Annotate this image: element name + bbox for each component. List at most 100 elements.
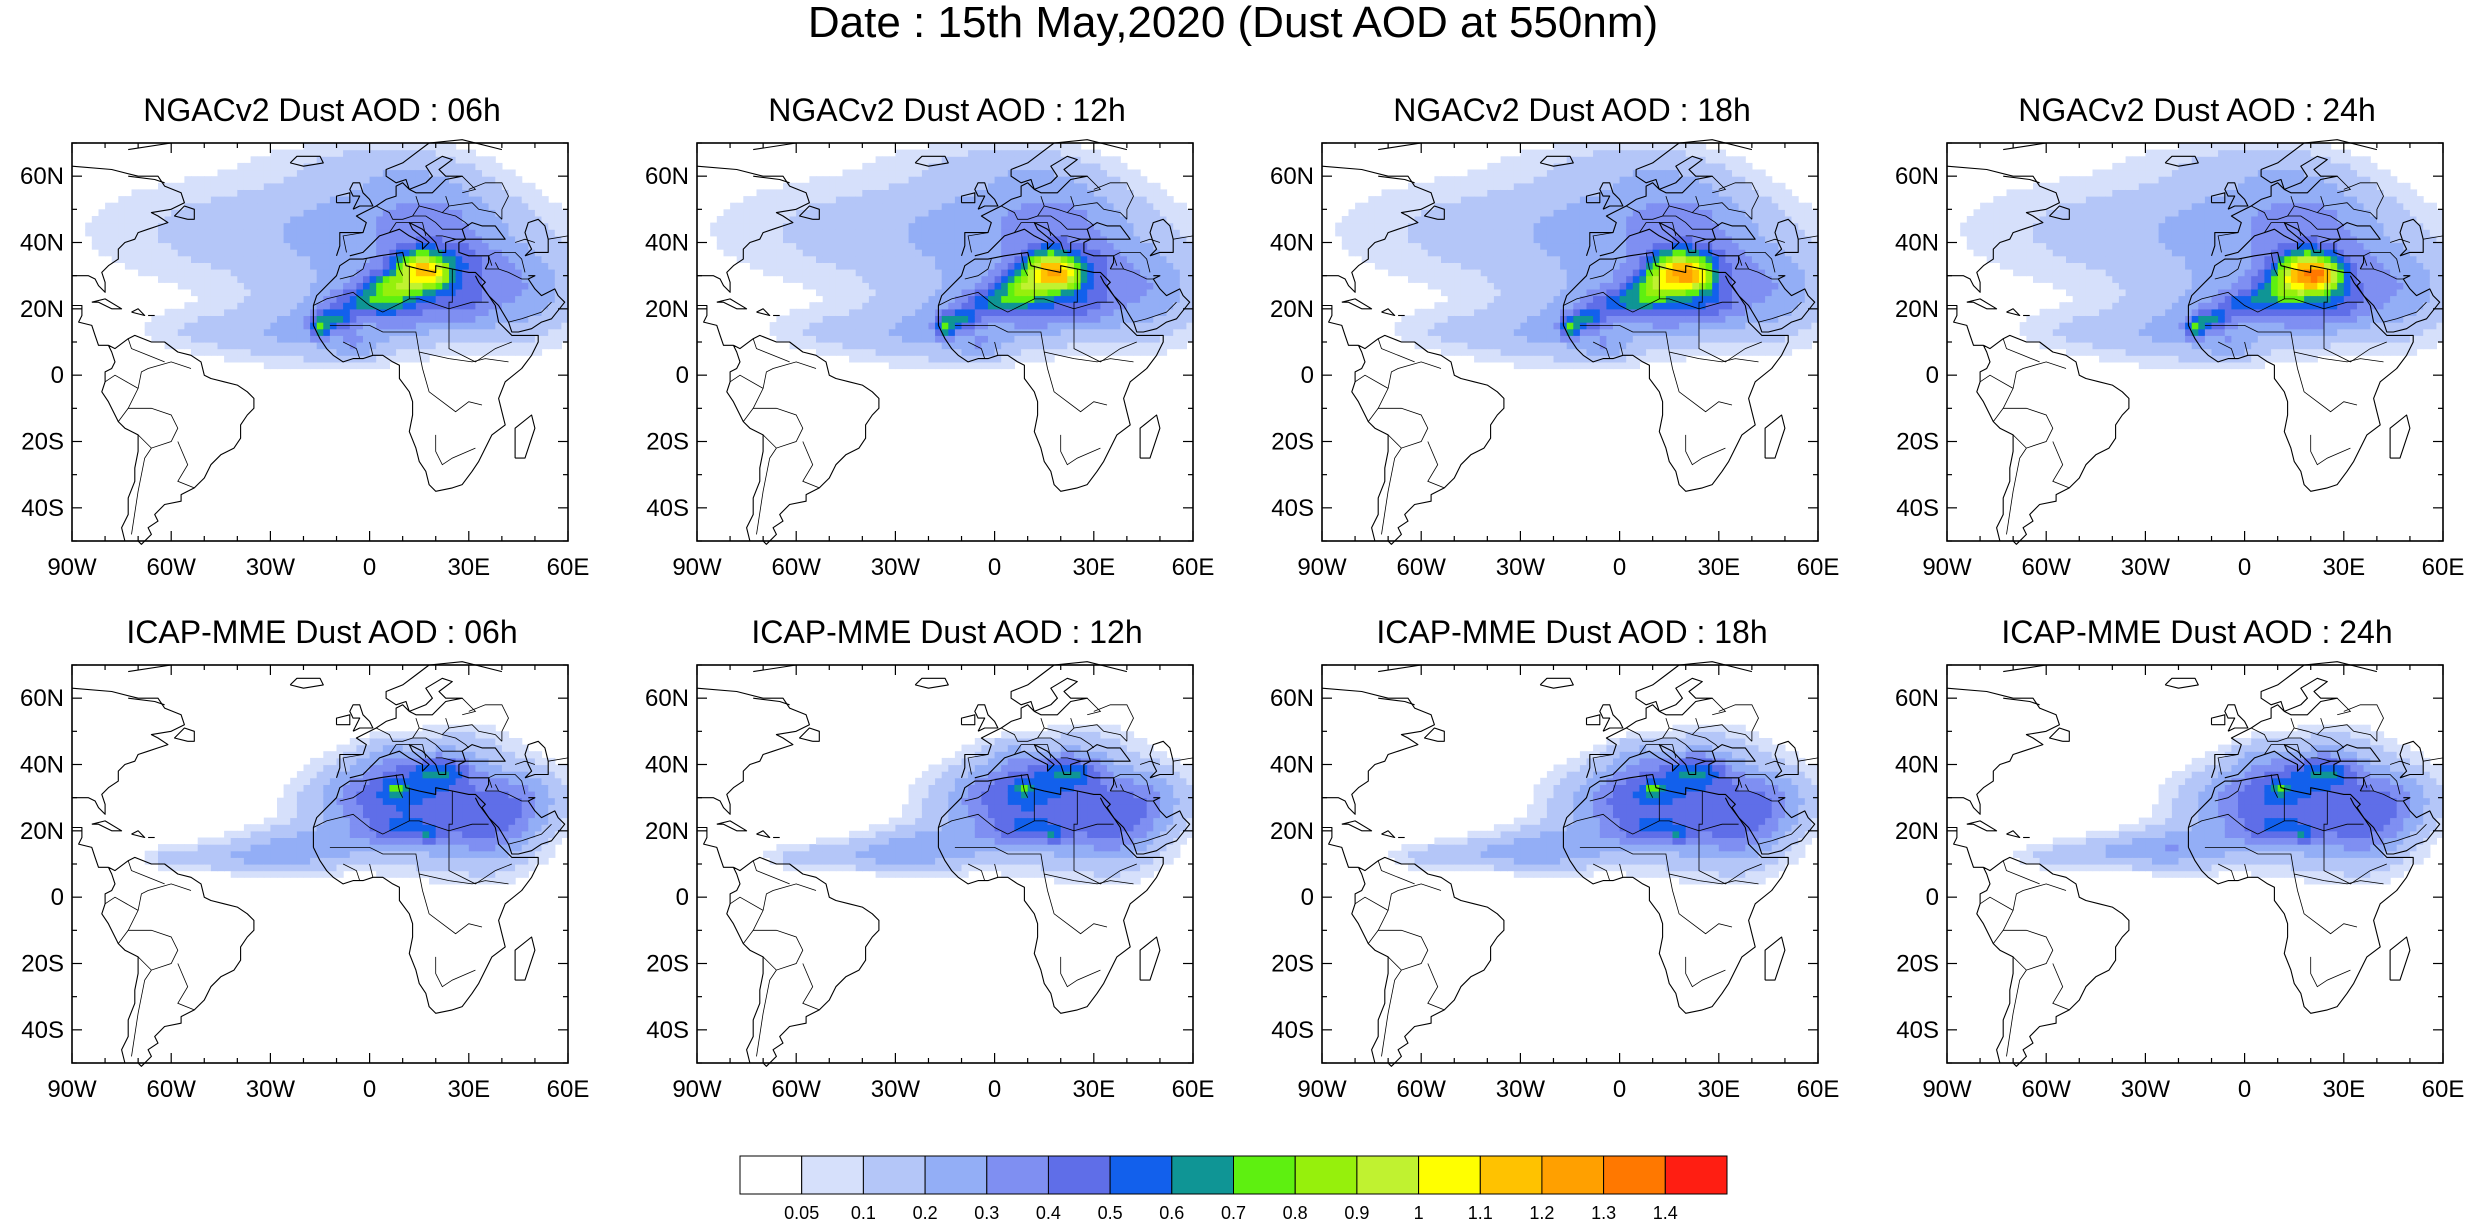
lat-tick-label: 0 <box>1926 884 1939 911</box>
lat-tick-label: 40N <box>645 752 689 779</box>
figure-title: Date : 15th May,2020 (Dust AOD at 550nm) <box>807 0 1659 47</box>
lon-tick-label: 90W <box>1922 1076 1972 1103</box>
panel-title-icap-24h: ICAP-MME Dust AOD : 24h <box>2001 614 2393 650</box>
panel-title-ngac-18h: NGACv2 Dust AOD : 18h <box>1393 92 1751 128</box>
lat-tick-label: 20S <box>1896 429 1939 456</box>
lon-tick-label: 60E <box>1797 554 1840 581</box>
lat-tick-label: 20N <box>645 296 689 323</box>
lat-tick-label: 40S <box>646 495 689 522</box>
map-axes: 90W 60W 30W 0 30E 60E 60N 40N 20N 0 20S 40S <box>645 142 1214 581</box>
lon-tick-label: 60W <box>1397 1076 1447 1103</box>
map-panel-ngac-12h: 90W 60W 30W 0 30E 60E 60N 40N 20N 0 20S 40S <box>645 139 1214 581</box>
lon-tick-label: 0 <box>2238 1076 2251 1103</box>
colorbar-swatch <box>1356 1155 1420 1195</box>
lon-tick-label: 30E <box>1072 554 1115 581</box>
lat-tick-label: 20S <box>1271 951 1314 978</box>
lon-tick-label: 60E <box>547 1076 590 1103</box>
lon-tick-label: 30E <box>447 554 490 581</box>
dust-aod-field <box>85 143 569 370</box>
map-axes: 90W 60W 30W 0 30E 60E 60N 40N 20N 0 20S 40S <box>1270 142 1840 581</box>
lat-tick-label: 40N <box>1895 752 1939 779</box>
colorbar-label: 1.1 <box>1468 1203 1493 1222</box>
lat-tick-label: 0 <box>1301 362 1314 389</box>
lon-tick-label: 60E <box>2422 554 2465 581</box>
lon-tick-label: 0 <box>1613 1076 1626 1103</box>
country-borders <box>104 175 569 535</box>
lon-tick-label: 0 <box>1613 554 1626 581</box>
lat-tick-label: 60N <box>645 685 689 712</box>
lon-tick-label: 60W <box>2022 554 2072 581</box>
coastlines <box>71 661 566 1067</box>
lat-tick-label: 20S <box>1896 951 1939 978</box>
dust-aod-field <box>763 724 1194 885</box>
lon-tick-label: 30E <box>447 1076 490 1103</box>
colorbar-swatch <box>1109 1155 1173 1195</box>
colorbar-label: 1.4 <box>1653 1203 1678 1222</box>
lat-tick-label: 60N <box>1270 163 1314 190</box>
lat-tick-label: 0 <box>1301 884 1314 911</box>
colorbar-label: 1.3 <box>1591 1203 1616 1222</box>
lat-tick-label: 40N <box>20 752 64 779</box>
panel-title-ngac-24h: NGACv2 Dust AOD : 24h <box>2018 92 2376 128</box>
colorbar-swatch <box>1664 1155 1728 1195</box>
lat-tick-label: 40S <box>1896 1017 1939 1044</box>
country-borders <box>1354 175 1819 535</box>
lon-tick-label: 30E <box>2322 1076 2365 1103</box>
lon-tick-label: 90W <box>1297 554 1347 581</box>
colorbar-label: 0.05 <box>784 1203 819 1222</box>
colorbar-swatch <box>801 1155 864 1195</box>
lon-tick-label: 90W <box>672 554 722 581</box>
colorbar-label: 0.1 <box>851 1203 876 1222</box>
lon-tick-label: 0 <box>363 554 376 581</box>
map-axes: 90W 60W 30W 0 30E 60E 60N 40N 20N 0 20S 40S <box>1895 664 2465 1103</box>
map-panel-ngac-18h: 90W 60W 30W 0 30E 60E 60N 40N 20N 0 20S 40S <box>1270 139 1840 581</box>
lon-tick-label: 0 <box>988 1076 1001 1103</box>
map-panel-icap-6h: 90W 60W 30W 0 30E 60E 60N 40N 20N 0 20S 40S <box>20 661 590 1103</box>
lat-tick-label: 40N <box>1270 752 1314 779</box>
lat-tick-label: 20N <box>20 296 64 323</box>
colorbar-swatch <box>986 1155 1049 1195</box>
country-borders <box>1979 175 2444 535</box>
lat-tick-label: 20N <box>1895 818 1939 845</box>
map-axes: 90W 60W 30W 0 30E 60E 60N 40N 20N 0 20S 40S <box>1270 664 1840 1103</box>
lon-tick-label: 30E <box>1697 1076 1740 1103</box>
colorbar: 0.05 0.1 0.2 0.3 0.4 0.5 0.6 0.7 0.8 0.9 1 1.1 1.2 1.… <box>739 1155 1728 1222</box>
colorbar-swatch <box>739 1155 803 1195</box>
lat-tick-label: 0 <box>51 884 64 911</box>
lon-tick-label: 90W <box>47 554 97 581</box>
dust-aod-field <box>1335 143 1819 370</box>
map-panel-ngac-24h: 90W 60W 30W 0 30E 60E 60N 40N 20N 0 20S 40S <box>1895 139 2465 581</box>
lat-tick-label: 60N <box>645 163 689 190</box>
lat-tick-label: 20N <box>645 818 689 845</box>
dust-aod-field <box>144 724 569 885</box>
map-panel-icap-18h: 90W 60W 30W 0 30E 60E 60N 40N 20N 0 20S 40S <box>1270 661 1840 1103</box>
lat-tick-label: 0 <box>676 884 689 911</box>
lon-tick-label: 60W <box>772 1076 822 1103</box>
colorbar-label: 0.7 <box>1221 1203 1246 1222</box>
colorbar-label: 0.6 <box>1159 1203 1184 1222</box>
dust-aod-field <box>1388 724 1819 885</box>
lon-tick-label: 30W <box>2121 554 2171 581</box>
colorbar-label: 0.9 <box>1344 1203 1369 1222</box>
lon-tick-label: 60E <box>2422 1076 2465 1103</box>
lat-tick-label: 0 <box>1926 362 1939 389</box>
country-borders <box>729 697 1194 1057</box>
lon-tick-label: 30W <box>871 554 921 581</box>
lat-tick-label: 60N <box>1895 685 1939 712</box>
lon-tick-label: 60W <box>2022 1076 2072 1103</box>
map-panel-icap-12h: 90W 60W 30W 0 30E 60E 60N 40N 20N 0 20S 40S <box>645 661 1214 1103</box>
lat-tick-label: 20N <box>1895 296 1939 323</box>
lat-tick-label: 0 <box>676 362 689 389</box>
lat-tick-label: 20S <box>21 951 64 978</box>
colorbar-label: 1.2 <box>1529 1203 1554 1222</box>
lon-tick-label: 60E <box>1797 1076 1840 1103</box>
map-panel-ngac-6h: 90W 60W 30W 0 30E 60E 60N 40N 20N 0 20S 40S <box>20 139 589 581</box>
colorbar-label: 0.8 <box>1283 1203 1308 1222</box>
lon-tick-label: 0 <box>2238 554 2251 581</box>
lon-tick-label: 30W <box>1496 1076 1546 1103</box>
colorbar-label: 0.5 <box>1098 1203 1123 1222</box>
lon-tick-label: 60W <box>147 554 197 581</box>
lat-tick-label: 40N <box>1270 230 1314 257</box>
panel-title-ngac-12h: NGACv2 Dust AOD : 12h <box>768 92 1126 128</box>
map-axes: 90W 60W 30W 0 30E 60E 60N 40N 20N 0 20S 40S <box>1895 142 2465 581</box>
